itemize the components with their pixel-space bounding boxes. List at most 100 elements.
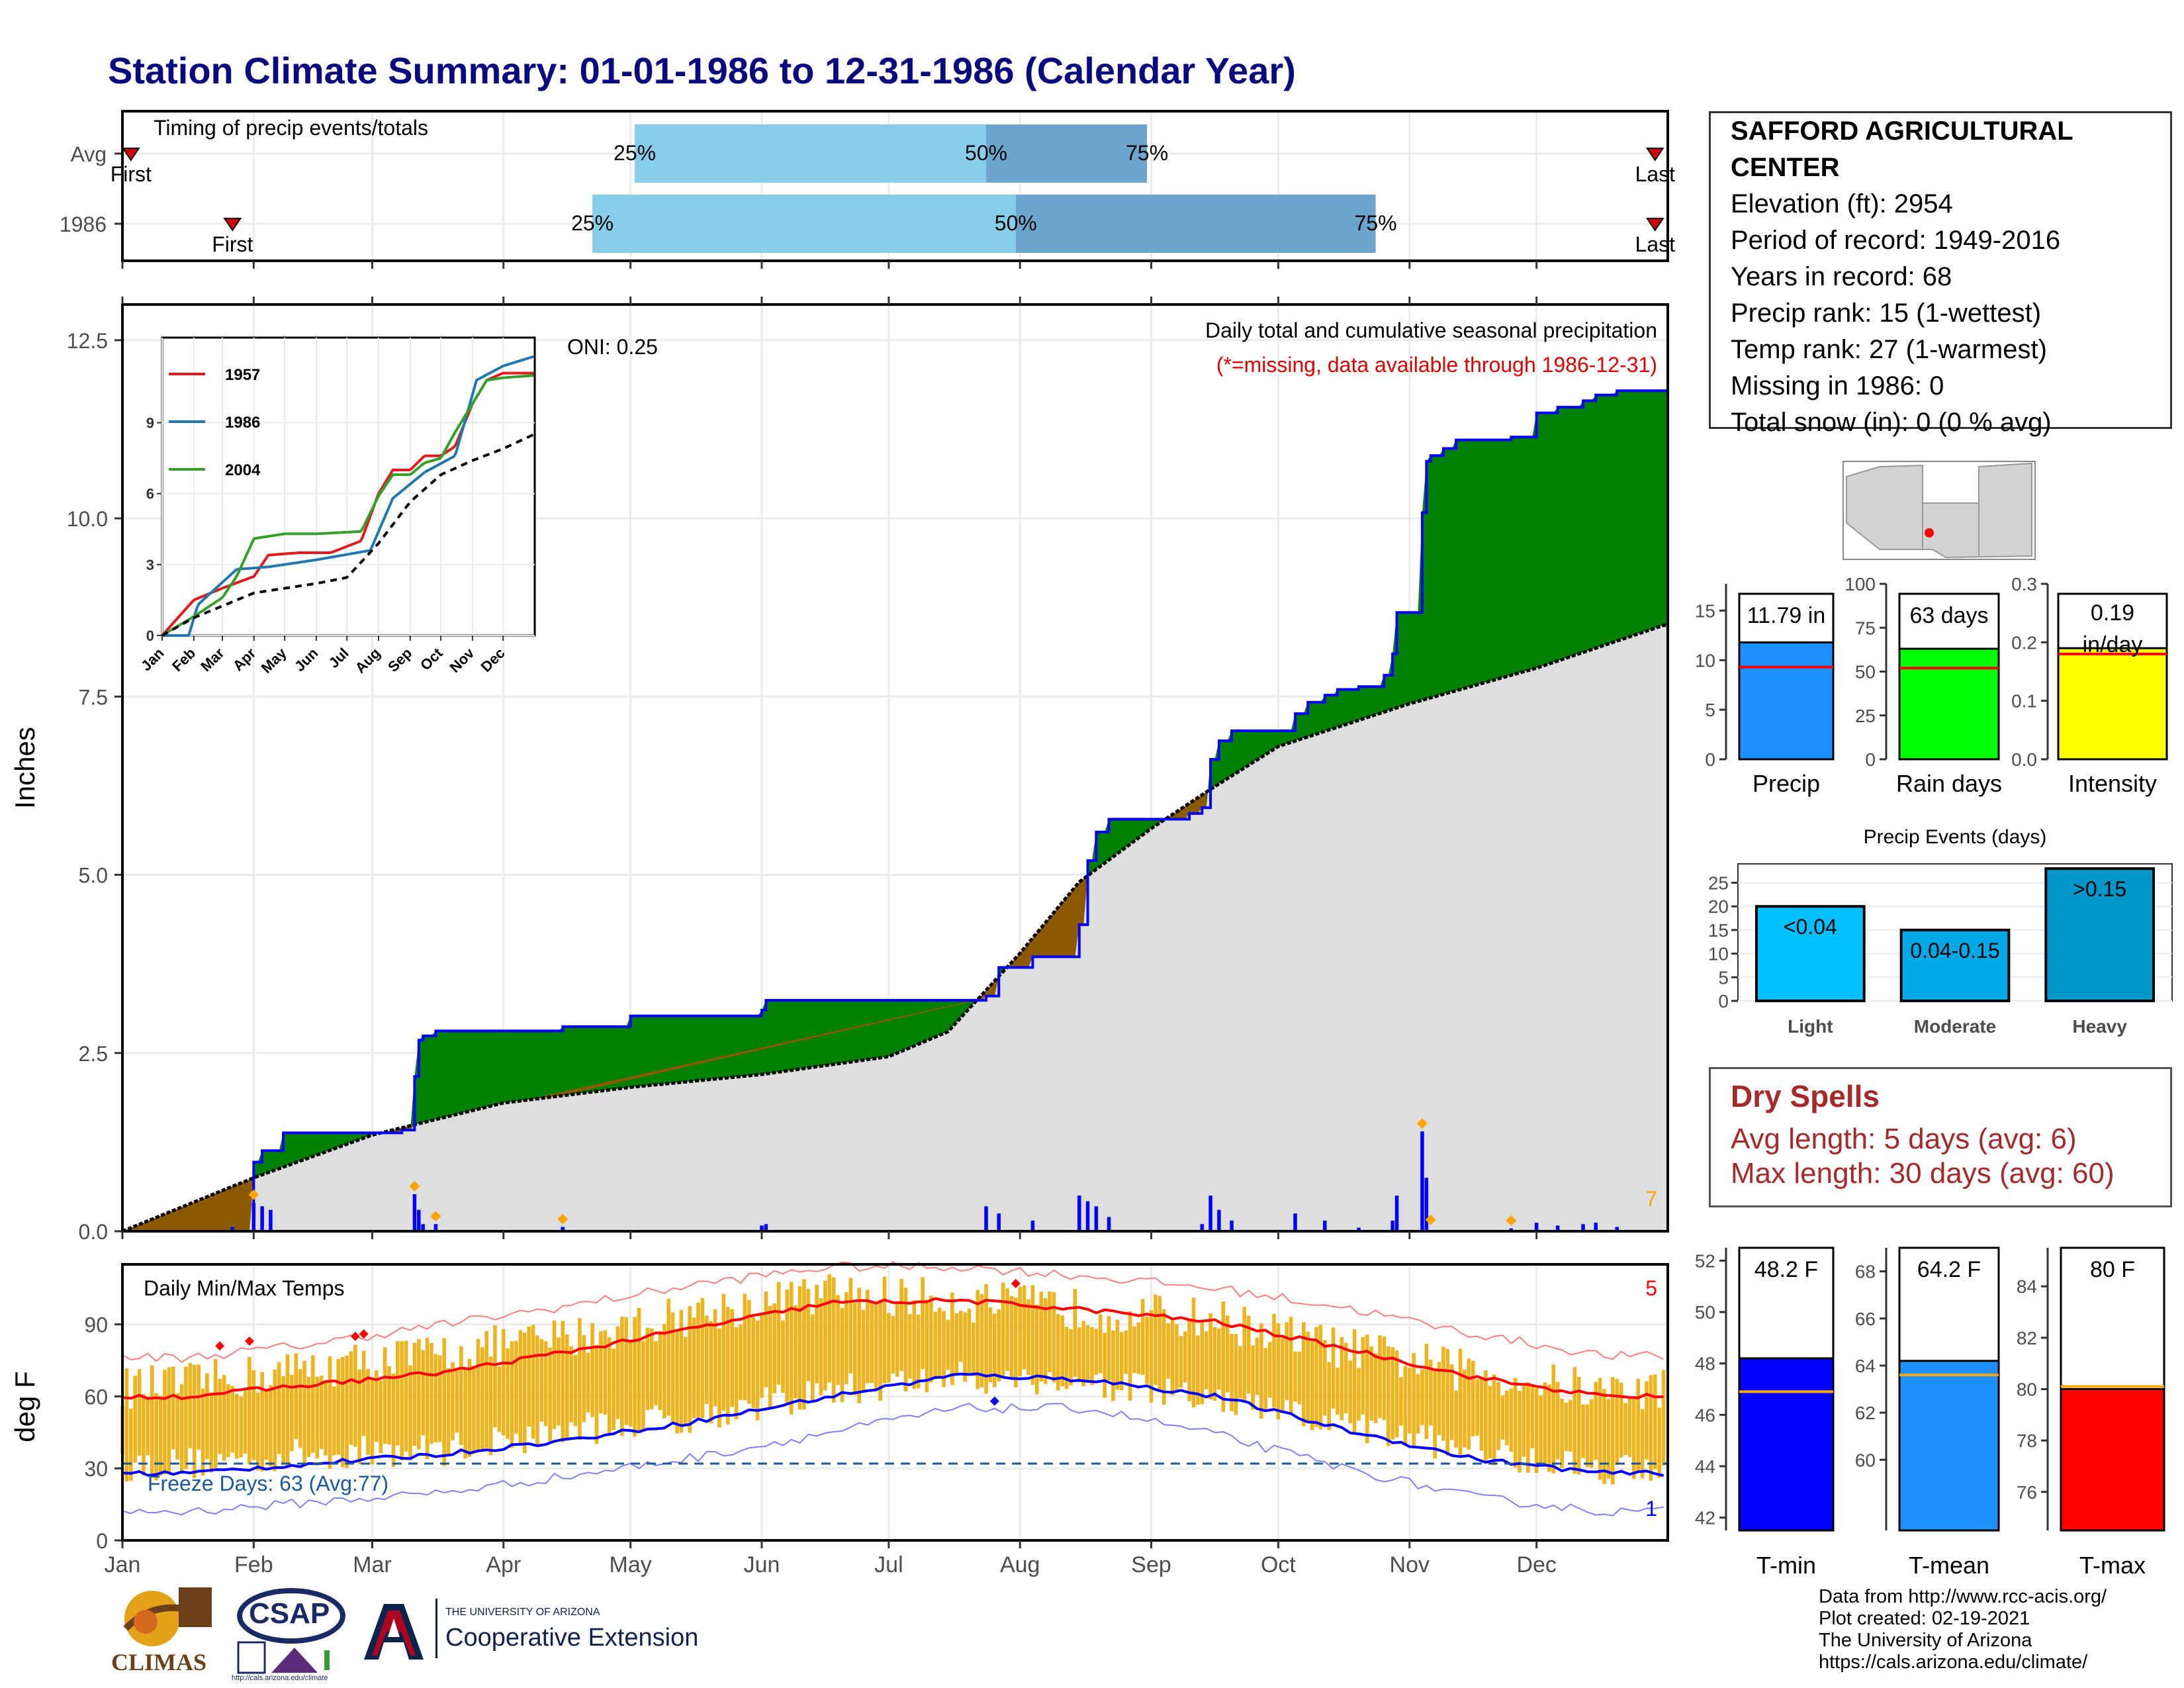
daily-temp-bar [929,1295,933,1383]
small-chart-ytick: 50 [1695,1302,1715,1323]
daily-temp-bar [1348,1360,1353,1424]
daily-precip-bar [1390,1220,1394,1231]
record-day-marker [248,1189,259,1200]
location-map [1843,461,2036,560]
daily-temp-bar [1069,1329,1073,1385]
inset-series-line [161,374,534,637]
precip-ytick-label: 12.5 [67,329,108,353]
last-marker-icon [1645,148,1664,162]
daily-temp-bar [379,1380,383,1454]
daily-temp-bar [662,1324,666,1419]
daily-temp-bar [586,1352,590,1413]
event-bar [1899,928,2011,1002]
daily-temp-bar [1149,1310,1154,1403]
small-chart-ytick: 66 [1855,1309,1876,1329]
small-chart-bar [2057,647,2168,761]
data-credits: Data from http://www.rcc-acis.org/ Plot … [1819,1586,2107,1673]
climas-logo[interactable]: CLIMAS [106,1582,218,1681]
daily-temp-bar [548,1347,552,1442]
daily-temp-bar [353,1344,357,1447]
daily-temp-bar [1234,1334,1238,1415]
last-marker-icon [1645,218,1664,232]
small-chart-value-label: 48.2 F [1754,1257,1818,1282]
daily-temp-bar [573,1354,578,1427]
daily-temp-bar [467,1358,472,1457]
daily-temp-bar [340,1357,345,1468]
daily-temp-bar [620,1317,624,1436]
daily-temp-bar [163,1370,167,1474]
daily-temp-bar [1263,1348,1268,1411]
dry-spells-avg: Avg length: 5 days (avg: 6) [1731,1123,2077,1155]
csap-logo[interactable]: CSAP http://cals.arizona.edu/climate [232,1584,351,1683]
observed-cumulative-line [232,389,1668,1233]
daily-temp-bar [988,1307,993,1383]
daily-temp-bar [128,1408,133,1481]
daily-temp-bar [1590,1399,1594,1468]
daily-precip-bar [1555,1225,1560,1231]
daily-temp-bar [705,1315,709,1404]
daily-precip-bar [1581,1224,1585,1231]
timing-bar-q50-q75 [1015,195,1376,253]
credit-line: Plot created: 02-19-2021 [1819,1608,2030,1629]
daily-temp-bar [772,1303,776,1393]
precip-ylabel: Inches [9,727,40,809]
month-label: Oct [1261,1552,1296,1577]
timing-category-label: 1986 [60,212,107,236]
daily-temp-bar [1183,1331,1187,1383]
temps-ytick-label: 0 [96,1529,108,1553]
ua-extension-logo[interactable]: THE UNIVERSITY OF ARIZONA Cooperative Ex… [357,1599,748,1671]
daily-temp-bar [1094,1329,1099,1375]
daily-temp-bar [1543,1382,1547,1465]
daily-temp-bar [430,1343,433,1444]
daily-temp-bar [425,1337,430,1460]
daily-temp-bar [1246,1315,1251,1393]
climas-text: CLIMAS [111,1649,207,1675]
daily-temp-bar [590,1323,594,1417]
daily-temp-bar [336,1359,341,1455]
daily-temp-bar [1555,1382,1560,1460]
daily-temp-bar [234,1393,239,1459]
daily-temp-bar [518,1330,523,1444]
event-bar [2044,867,2155,1003]
daily-temp-bar [1119,1332,1124,1391]
precip-ytick-label: 5.0 [79,864,108,888]
station-period: Period of record: 1949-2016 [1731,226,2061,255]
daily-precip-bar [1594,1223,1598,1231]
daily-temp-bar [417,1338,421,1450]
small-chart-ytick: 84 [2017,1276,2037,1297]
daily-temp-bar [1208,1313,1212,1400]
small-chart-ytick: 82 [2017,1328,2037,1348]
event-bar-label: >0.15 [2073,877,2126,901]
daily-precip-bar [1217,1209,1221,1231]
small-chart-ytick: 44 [1695,1456,1715,1477]
daily-temp-bar [1132,1326,1136,1374]
csap-cloud-icon [237,1588,345,1674]
ua-big-text: Cooperative Extension [445,1624,699,1652]
daily-precip-bar [1107,1217,1111,1231]
daily-temp-bar [1081,1321,1085,1387]
daily-precip-bar [1085,1201,1090,1231]
daily-temp-bar [624,1317,629,1425]
daily-temp-bar [1560,1398,1564,1468]
timing-label-25: 25% [571,211,614,235]
daily-temp-bar [1390,1347,1394,1440]
daily-temp-bar [666,1298,671,1416]
temps-title: Daily Min/Max Temps [144,1276,344,1300]
small-chart-value-label: 63 days [1909,603,1988,628]
daily-temp-bar [1598,1378,1602,1480]
inset-ytick-label: 3 [146,557,154,573]
daily-temp-bar [472,1366,476,1454]
daily-temp-bar [239,1396,243,1458]
average-precip-area-upper [122,625,1668,1231]
station-name: SAFFORD AGRICULTURAL CENTER [1731,117,2073,182]
daily-temp-bar [437,1355,442,1442]
daily-temp-bar [209,1392,214,1473]
daily-temp-bar [446,1368,451,1454]
daily-temp-bar [205,1373,209,1460]
daily-temp-bar [1424,1344,1429,1439]
daily-temp-bar [1615,1379,1619,1466]
daily-temp-bar [760,1315,764,1398]
daily-temp-bar [628,1340,633,1427]
daily-temp-bar [1645,1381,1649,1460]
small-chart-ytick: 25 [1855,706,1876,726]
